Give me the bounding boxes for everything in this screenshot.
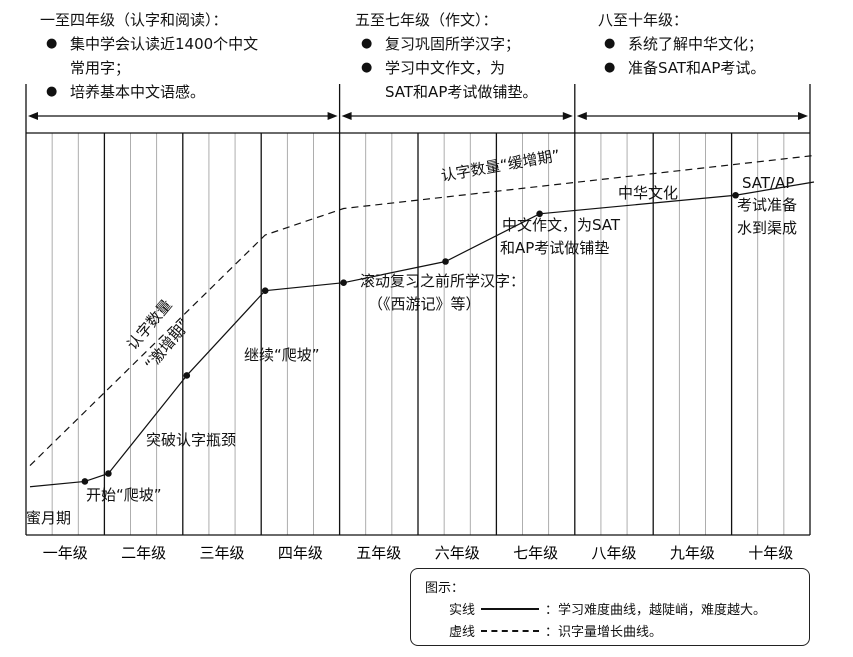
grade-label: 五年级 [356, 544, 401, 562]
arrow-right-icon [562, 112, 573, 120]
annotation-continue-climb: 继续“爬坡” [244, 346, 320, 364]
annotation-slow-growth: 认字数量“缓增期” [440, 146, 562, 185]
arrow-right-icon [327, 112, 338, 120]
data-point [340, 279, 347, 287]
grade-label: 四年级 [278, 544, 323, 562]
arrow-right-icon [798, 112, 808, 120]
stage-bullet-text: 复习巩固所学汉字； [385, 35, 521, 53]
stage-title: 八至十年级： [598, 11, 689, 29]
arrow-left-icon [28, 112, 38, 120]
legend-dashed-row: 虚线 ：识字量增长曲线。 [449, 621, 662, 640]
data-point [261, 287, 269, 294]
grid-lines [51, 133, 785, 535]
chart-frame [25, 84, 811, 536]
stage-bullet: ● 学习中文作文，为 SAT和AP考试做铺垫。 [355, 56, 537, 104]
bullet-icon: ● [46, 36, 58, 51]
legend-dashed-line [481, 629, 540, 632]
arrow-left-icon [576, 112, 587, 120]
legend-solid-line [481, 607, 540, 610]
annotation-honeymoon: 蜜月期 [26, 509, 71, 527]
legend-dashed-label: 虚线 [449, 625, 476, 640]
arrow-left-icon [341, 112, 352, 120]
annotation-review-line2: （《西游记》等） [368, 295, 481, 313]
grade-label: 一年级 [43, 544, 88, 562]
data-point [732, 191, 739, 199]
grade-label: 六年级 [435, 544, 480, 562]
stage-bullet-text: 培养基本中文语感。 [70, 83, 206, 101]
stage-title: 一至四年级（认字和阅读）： [40, 11, 228, 29]
stage-title: 五至七年级（作文）： [355, 11, 498, 29]
legend-solid-label: 实线 [449, 603, 476, 618]
bullet-icon: ● [604, 60, 616, 75]
grade-label: 二年级 [121, 544, 166, 562]
series-line-solid [29, 181, 815, 488]
stage-arrows [28, 84, 808, 133]
annotation-composition-line1: 中文作文，为SAT [502, 216, 621, 234]
annotation-start-climb: 开始“爬坡” [86, 486, 162, 504]
annotation-satap-line3: 水到渠成 [737, 219, 797, 237]
stage-block-1: 一至四年级（认字和阅读）： ● 集中学会认读近1400个中文 常用字； ● 培养基本中文… [40, 8, 258, 104]
data-point [81, 478, 89, 485]
legend-title: 图示： [425, 581, 465, 596]
stage-block-3: 八至十年级： ● 系统了解中华文化； ● 准备SAT和AP考试。 [598, 8, 765, 80]
stage-bullet-text: 系统了解中华文化； [628, 35, 764, 53]
stage-bullet: ● 准备SAT和AP考试。 [598, 56, 765, 80]
data-point [105, 470, 112, 477]
bullet-icon: ● [361, 60, 373, 75]
stage-bullet: ● 复习巩固所学汉字； [355, 32, 537, 56]
legend-dashed-desc: ：识字量增长曲线。 [545, 625, 663, 640]
bullet-icon: ● [46, 84, 58, 99]
stage-bullet-text: 集中学会认读近1400个中文 常用字； [70, 35, 259, 77]
annotation-culture: 中华文化 [618, 184, 678, 202]
grade-label: 八年级 [591, 544, 636, 562]
annotation-break-bottleneck: 突破认字瓶颈 [146, 431, 236, 449]
legend-solid-desc: ：学习难度曲线，越陡峭，难度越大。 [545, 603, 767, 618]
series-line-dashed [29, 154, 815, 466]
grade-label: 九年级 [670, 544, 715, 562]
data-point [536, 210, 543, 218]
annotation-satap-line2: 考试准备 [737, 196, 797, 214]
grade-label: 三年级 [199, 544, 244, 562]
legend-solid-row: 实线 ：学习难度曲线，越陡峭，难度越大。 [449, 599, 766, 618]
stage-bullet: ● 培养基本中文语感。 [40, 80, 258, 104]
annotation-composition-line2: 和AP考试做铺垫 [500, 239, 609, 257]
stage-bullet: ● 集中学会认读近1400个中文 常用字； [40, 32, 258, 80]
annotation-satap-line1: SAT/AP [742, 174, 794, 192]
series-layer [29, 154, 815, 488]
legend: 图示： 实线 ：学习难度曲线，越陡峭，难度越大。 虚线 ：识字量增长曲线。 [410, 568, 810, 646]
data-point [183, 372, 191, 379]
data-point [442, 258, 449, 265]
stage-bullet: ● 系统了解中华文化； [598, 32, 765, 56]
bullet-icon: ● [361, 36, 373, 51]
stage-bullet-text: 学习中文作文，为 SAT和AP考试做铺垫。 [385, 59, 538, 101]
bullet-icon: ● [604, 36, 616, 51]
grade-axis: 一年级 二年级 三年级 四年级 五年级 六年级 七年级 八年级 九年级 十年级 [43, 544, 794, 562]
grade-label: 十年级 [748, 544, 793, 562]
stage-block-2: 五至七年级（作文）： ● 复习巩固所学汉字； ● 学习中文作文，为 SAT和AP考试做铺… [355, 8, 537, 104]
grade-label: 七年级 [513, 544, 558, 562]
stage-bullet-text: 准备SAT和AP考试。 [628, 59, 766, 77]
annotation-review-line1: 滚动复习之前所学汉字： [360, 272, 525, 290]
